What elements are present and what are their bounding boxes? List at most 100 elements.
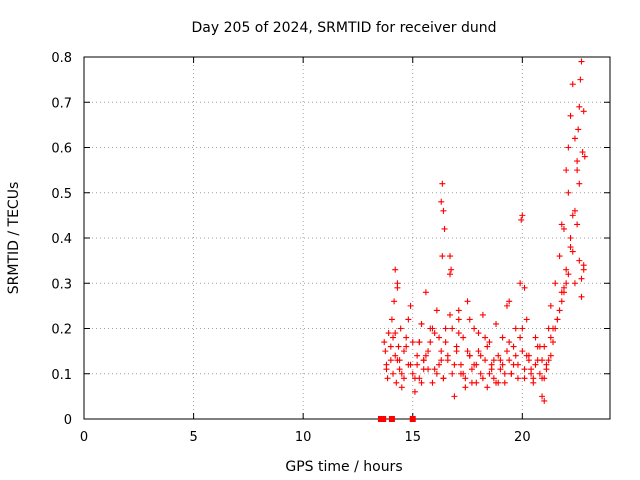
data-point bbox=[560, 284, 567, 291]
data-point bbox=[394, 357, 401, 364]
zero-marker bbox=[409, 416, 416, 422]
data-point bbox=[569, 248, 576, 255]
data-point bbox=[447, 311, 454, 318]
data-point bbox=[393, 379, 400, 386]
data-point bbox=[414, 352, 421, 359]
data-point bbox=[506, 298, 513, 305]
data-point bbox=[403, 343, 410, 350]
data-point bbox=[439, 253, 446, 260]
data-point bbox=[436, 361, 443, 368]
data-point bbox=[383, 366, 390, 373]
y-axis-label: SRMTID / TECUs bbox=[6, 182, 22, 295]
data-point bbox=[455, 316, 462, 323]
data-point bbox=[416, 339, 423, 346]
data-point bbox=[486, 339, 493, 346]
data-point bbox=[569, 212, 576, 219]
data-point bbox=[578, 275, 585, 282]
data-point bbox=[400, 348, 407, 355]
data-point bbox=[440, 207, 447, 214]
data-point bbox=[506, 339, 513, 346]
x-tick-label: 5 bbox=[189, 430, 197, 445]
data-point bbox=[390, 334, 397, 341]
data-point bbox=[390, 370, 397, 377]
data-point bbox=[532, 334, 539, 341]
data-point bbox=[466, 316, 473, 323]
data-point bbox=[495, 379, 502, 386]
data-point bbox=[484, 343, 491, 350]
data-point bbox=[460, 370, 467, 377]
data-point bbox=[447, 271, 454, 278]
data-point bbox=[543, 366, 550, 373]
data-point bbox=[482, 334, 489, 341]
data-point bbox=[477, 352, 484, 359]
data-point bbox=[521, 375, 528, 382]
data-point bbox=[517, 334, 524, 341]
data-point bbox=[387, 357, 394, 364]
data-point bbox=[433, 307, 440, 314]
data-point bbox=[579, 149, 586, 156]
data-point bbox=[554, 316, 561, 323]
data-point bbox=[405, 316, 412, 323]
data-point bbox=[493, 320, 500, 327]
data-point bbox=[384, 375, 391, 382]
zero-marker bbox=[380, 416, 387, 422]
data-point bbox=[475, 330, 482, 337]
data-point bbox=[534, 343, 541, 350]
data-point bbox=[382, 348, 389, 355]
data-point bbox=[528, 370, 535, 377]
data-point bbox=[451, 361, 458, 368]
data-point bbox=[468, 366, 475, 373]
y-tick-label: 0.3 bbox=[51, 277, 72, 292]
data-point bbox=[577, 76, 584, 83]
data-point bbox=[392, 352, 399, 359]
data-point bbox=[539, 357, 546, 364]
data-point bbox=[497, 357, 504, 364]
x-tick-label: 15 bbox=[404, 430, 421, 445]
data-point bbox=[580, 108, 587, 115]
data-point bbox=[521, 284, 528, 291]
data-point bbox=[512, 352, 519, 359]
y-tick-label: 0 bbox=[64, 413, 72, 428]
data-point bbox=[441, 225, 448, 232]
data-point bbox=[576, 180, 583, 187]
data-point bbox=[433, 370, 440, 377]
data-point bbox=[580, 266, 587, 273]
data-point bbox=[418, 379, 425, 386]
data-point bbox=[453, 348, 460, 355]
data-point bbox=[429, 325, 436, 332]
data-point bbox=[468, 379, 475, 386]
data-point bbox=[392, 330, 399, 337]
data-point bbox=[449, 370, 456, 377]
data-point bbox=[431, 330, 438, 337]
data-point bbox=[490, 357, 497, 364]
data-point bbox=[391, 298, 398, 305]
data-point bbox=[495, 352, 502, 359]
data-point bbox=[552, 280, 559, 287]
y-tick-label: 0.6 bbox=[51, 142, 72, 157]
data-point bbox=[497, 366, 504, 373]
data-point bbox=[395, 343, 402, 350]
data-point bbox=[451, 393, 458, 400]
data-point bbox=[482, 357, 489, 364]
data-point bbox=[569, 81, 576, 88]
data-point bbox=[501, 370, 508, 377]
data-point bbox=[414, 361, 421, 368]
data-point bbox=[418, 320, 425, 327]
data-point bbox=[576, 257, 583, 264]
data-point bbox=[409, 339, 416, 346]
data-point bbox=[479, 311, 486, 318]
data-point bbox=[532, 361, 539, 368]
data-point bbox=[464, 348, 471, 355]
y-tick-label: 0.7 bbox=[51, 96, 72, 111]
data-point bbox=[563, 280, 570, 287]
data-point bbox=[490, 375, 497, 382]
data-point bbox=[436, 334, 443, 341]
data-point bbox=[464, 298, 471, 305]
data-point bbox=[381, 339, 388, 346]
data-point bbox=[552, 325, 559, 332]
data-point bbox=[473, 361, 480, 368]
data-point bbox=[455, 330, 462, 337]
data-point bbox=[550, 339, 557, 346]
data-point bbox=[457, 361, 464, 368]
